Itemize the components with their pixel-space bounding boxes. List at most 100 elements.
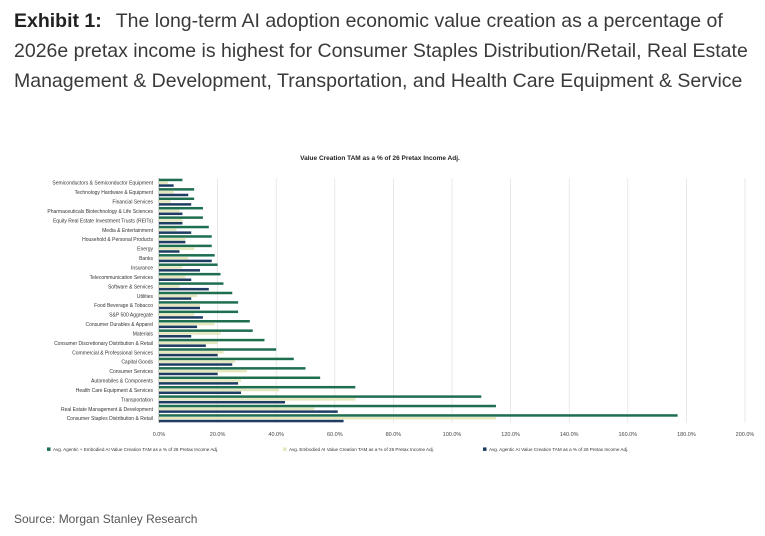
bar-mark — [159, 310, 239, 314]
bar-mark — [159, 419, 344, 423]
y-category-label: Transportation — [121, 397, 153, 403]
bar-mark — [159, 332, 221, 335]
bar-mark — [159, 184, 174, 187]
y-category-label: Capital Goods — [121, 360, 153, 366]
bar-mark — [159, 410, 338, 413]
bar-mark — [159, 197, 195, 201]
bar-mark — [159, 329, 253, 332]
y-axis-labels: Semiconductors & Semiconductor Equipment… — [47, 181, 153, 423]
bar-mark — [159, 285, 180, 288]
x-tick-label: 140.0% — [560, 432, 579, 438]
legend-label: Avg. Agentic + Embodied AI Value Creatio… — [53, 447, 218, 452]
bar-mark — [159, 250, 180, 253]
bar-mark — [159, 385, 356, 389]
x-axis-labels: 0.0% 20.0% 40.0% 60.0% 80.0% 100.0% 120.0% 140.… — [153, 432, 755, 438]
bar-mark — [159, 338, 265, 342]
bar-mark — [159, 348, 277, 351]
y-category-label: Semiconductors & Semiconductor Equipment — [52, 181, 153, 187]
source-note: Source: Morgan Stanley Research — [14, 512, 198, 526]
y-category-label: Energy — [137, 247, 153, 253]
bar-mark — [159, 203, 192, 206]
y-category-label: Technology Hardware & Equipment — [75, 190, 154, 196]
chart-bars — [159, 178, 678, 423]
bar-mark — [159, 254, 215, 257]
bar-mark — [159, 178, 183, 182]
chart-title: Value Creation TAM as a % of 26 Pretax I… — [300, 155, 460, 162]
bar-mark — [159, 272, 221, 276]
x-tick-label: 20.0% — [210, 432, 226, 438]
bar-mark — [159, 256, 189, 260]
bar-mark — [159, 388, 280, 392]
bar-mark — [159, 216, 203, 219]
bar-mark — [159, 404, 496, 408]
bar-mark — [159, 209, 180, 213]
bar-mark — [159, 313, 195, 316]
x-tick-label: 0.0% — [153, 432, 166, 438]
bar-mark — [159, 212, 183, 216]
bar-mark — [159, 322, 215, 326]
bar-mark — [159, 200, 171, 203]
bar-mark — [159, 306, 201, 310]
bar-mark — [159, 275, 186, 279]
exhibit-heading: Exhibit 1: The long-term AI adoption econ… — [14, 6, 754, 96]
y-category-label: Insurance — [131, 265, 153, 271]
bar-mark — [159, 407, 315, 411]
bar-mark — [159, 294, 198, 298]
y-category-label: Banks — [139, 256, 153, 262]
bar-mark — [159, 231, 192, 234]
bar-mark — [159, 325, 198, 329]
legend-label: Avg. Agentic AI Value Creation TAM as a … — [489, 447, 628, 452]
y-category-label: Pharmaceuticals Biotechnology & Life Sci… — [47, 209, 153, 215]
x-tick-label: 160.0% — [618, 432, 637, 438]
bar-mark — [159, 357, 294, 361]
bar-mark — [159, 391, 242, 395]
y-category-label: Consumer Discretionary Distribution & Re… — [54, 341, 153, 347]
legend-swatch — [283, 447, 287, 451]
bar-mark — [159, 219, 183, 222]
bar-mark — [159, 320, 250, 323]
y-category-label: Real Estate Management & Development — [61, 407, 154, 413]
bar-mark — [159, 190, 174, 194]
x-tick-label: 60.0% — [327, 432, 343, 438]
y-category-label: Financial Services — [112, 200, 153, 206]
bar-mark — [159, 247, 195, 250]
bar-mark — [159, 259, 212, 263]
bar-mark — [159, 360, 236, 363]
bar-mark — [159, 193, 189, 197]
bar-mark — [159, 240, 186, 244]
bar-mark — [159, 341, 218, 345]
bar-mark — [159, 376, 321, 380]
x-tick-label: 80.0% — [386, 432, 402, 438]
x-tick-label: 180.0% — [677, 432, 696, 438]
chart-legend: Avg. Agentic + Embodied AI Value Creatio… — [47, 447, 628, 452]
bar-mark — [159, 238, 186, 241]
bar-mark — [159, 301, 239, 304]
bar-mark — [159, 379, 242, 382]
bar-mark — [159, 395, 482, 398]
bar-mark — [159, 297, 192, 300]
bar-mark — [159, 228, 177, 232]
bar-mark — [159, 351, 224, 354]
y-category-label: S&P 500 Aggregate — [109, 313, 153, 319]
bar-mark — [159, 266, 183, 269]
y-category-label: Health Care Equipment & Services — [76, 388, 154, 394]
bar-mark — [159, 278, 192, 281]
bar-mark — [159, 291, 233, 295]
bar-mark — [159, 244, 212, 248]
y-category-label: Commercial & Professional Services — [72, 350, 153, 356]
bar-mark — [159, 335, 192, 338]
bar-mark — [159, 369, 247, 373]
y-category-label: Equity Real Estate Investment Trusts (RE… — [53, 218, 153, 224]
bar-mark — [159, 206, 203, 210]
bar-mark — [159, 363, 233, 366]
bar-mark — [159, 353, 218, 357]
bar-mark — [159, 181, 168, 184]
y-category-label: Consumer Durables & Apparel — [85, 322, 153, 328]
bar-mark — [159, 344, 206, 347]
bar-mark — [159, 282, 224, 285]
y-category-label: Software & Services — [108, 284, 154, 290]
bar-mark — [159, 382, 239, 385]
bar-mark — [159, 400, 285, 404]
y-category-label: Food Beverage & Tobacco — [94, 303, 153, 309]
y-category-label: Household & Personal Products — [82, 237, 153, 243]
